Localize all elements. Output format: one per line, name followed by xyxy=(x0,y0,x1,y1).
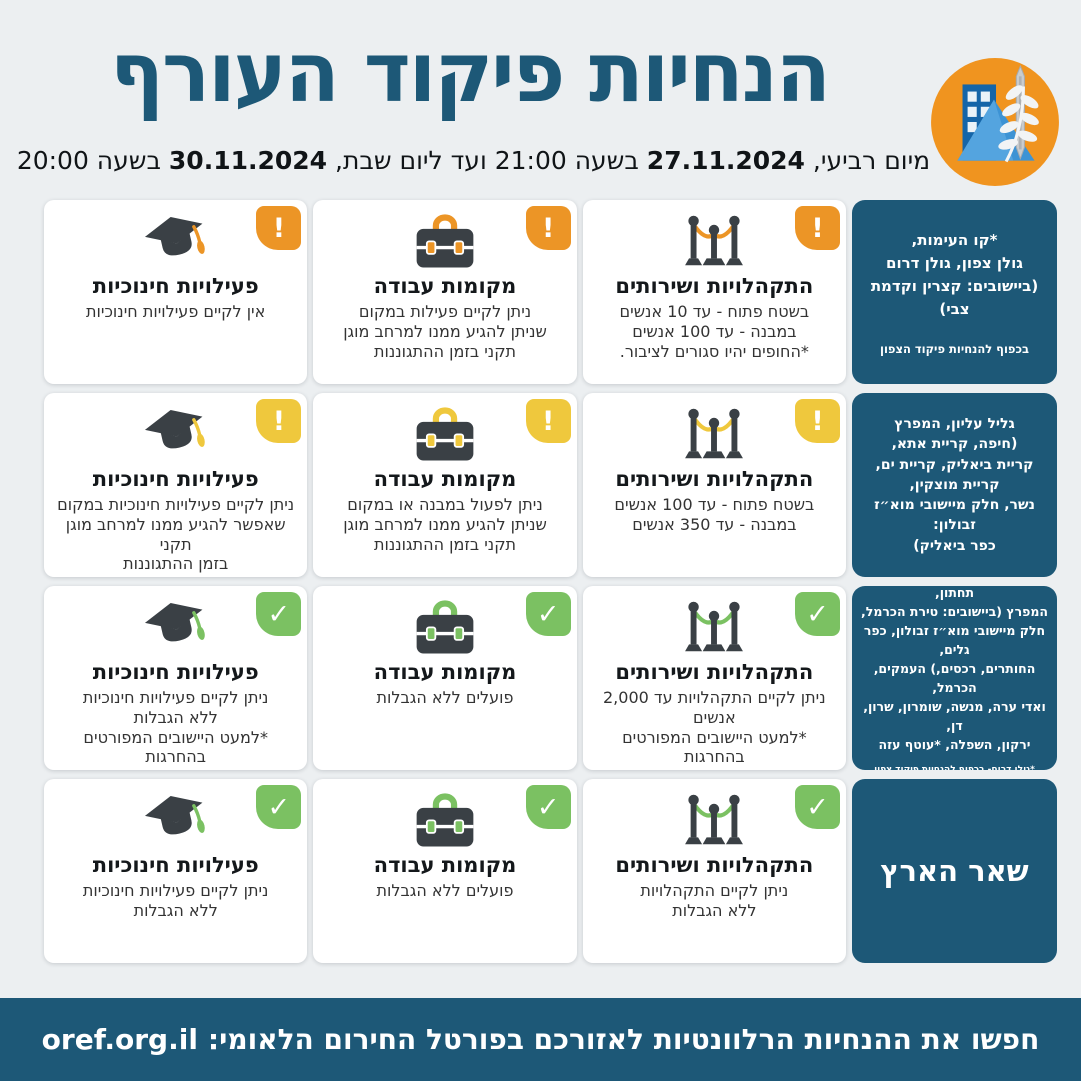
graduation-cap-icon xyxy=(137,406,215,465)
card-title: מקומות עבודה xyxy=(373,660,517,684)
row-confrontation-line: *קו העימות, גולן צפון, גולן דרום (ביישוב… xyxy=(44,200,1057,384)
exclamation-badge: ! xyxy=(795,206,840,250)
card-gatherings: ! התקהלויות ושירותים בשטח פתוח - עד 100 … xyxy=(582,393,846,577)
region-title: *קו העימות, גולן צפון, גולן דרום (ביישוב… xyxy=(870,230,1039,319)
card-work: ✓ מקומות עבודה פועלים ללא הגבלות xyxy=(313,586,577,770)
briefcase-icon xyxy=(406,792,484,851)
briefcase-icon xyxy=(406,406,484,465)
card-body: ניתן לקיים פעילויות חינוכיות ללא הגבלות xyxy=(82,881,269,920)
row-upper-galilee: גליל עליון, המפרץ (חיפה, קריית אתא, קריי… xyxy=(44,393,1057,577)
start-date: 27.11.2024 xyxy=(646,146,805,175)
card-body: בשטח פתוח - עד 100 אנשים במבנה - עד 350 … xyxy=(614,495,815,534)
check-badge: ✓ xyxy=(525,592,571,636)
graduation-cap-icon xyxy=(137,213,215,272)
card-gatherings: ! התקהלויות ושירותים בשטח פתוח - עד 10 א… xyxy=(582,200,846,384)
card-body: ניתן לקיים פעילות במקום שניתן להגיע ממנו… xyxy=(343,302,547,361)
card-body: ניתן לפעול במבנה או במקום שניתן להגיע ממ… xyxy=(343,495,547,554)
card-title: התקהלויות ושירותים xyxy=(615,660,814,684)
exclamation-badge: ! xyxy=(795,399,840,443)
card-body: פועלים ללא הגבלות xyxy=(376,881,514,900)
card-body: ניתן לקיים התקהלויות עד 2,000 אנשים *למע… xyxy=(603,688,826,767)
region-footnote: *גולן דרום- בכפוף להנחיות פיקוד צפון *עו… xyxy=(874,764,1035,770)
date-range: מיום רביעי, 27.11.2024 בשעה 21:00 ועד לי… xyxy=(16,146,931,175)
subtitle-prefix: מיום רביעי, xyxy=(804,146,931,175)
briefcase-icon xyxy=(406,213,484,272)
card-title: פעילויות חינוכיות xyxy=(92,274,259,298)
card-education: ! פעילויות חינוכיות אין לקיים פעילויות ח… xyxy=(44,200,308,384)
card-work: ! מקומות עבודה ניתן לקיים פעילות במקום ש… xyxy=(313,200,577,384)
card-body: בשטח פתוח - עד 10 אנשים במבנה - עד 100 א… xyxy=(619,302,810,361)
card-title: מקומות עבודה xyxy=(373,853,517,877)
header: הנחיות פיקוד העורף מיום רביעי, 27.11.202… xyxy=(0,0,1081,200)
end-date: 30.11.2024 xyxy=(168,146,328,175)
queue-barrier-icon xyxy=(675,213,753,272)
card-education: ! פעילויות חינוכיות ניתן לקיים פעילויות … xyxy=(44,393,308,577)
exclamation-badge: ! xyxy=(525,399,571,443)
guidelines-grid: *קו העימות, גולן צפון, גולן דרום (ביישוב… xyxy=(0,200,1081,963)
graduation-cap-icon xyxy=(137,599,215,658)
queue-barrier-icon xyxy=(675,792,753,851)
region-title: גליל עליון, המפרץ (חיפה, קריית אתא, קריי… xyxy=(874,415,1035,554)
footer-text: חפשו את ההנחיות הרלוונטיות לאזורכם בפורט… xyxy=(207,1023,1040,1056)
check-badge: ✓ xyxy=(795,592,840,636)
check-badge: ✓ xyxy=(256,592,302,636)
queue-barrier-icon xyxy=(675,599,753,658)
exclamation-badge: ! xyxy=(256,206,302,250)
queue-barrier-icon xyxy=(675,406,753,465)
briefcase-icon xyxy=(406,599,484,658)
card-gatherings: ✓ התקהלויות ושירותים ניתן לקיים התקהלויו… xyxy=(582,779,846,963)
card-title: התקהלויות ושירותים xyxy=(615,853,814,877)
card-education: ✓ פעילויות חינוכיות ניתן לקיים פעילויות … xyxy=(44,779,308,963)
card-work: ! מקומות עבודה ניתן לפעול במבנה או במקום… xyxy=(313,393,577,577)
card-education: ✓ פעילויות חינוכיות ניתן לקיים פעילויות … xyxy=(44,586,308,770)
card-title: פעילויות חינוכיות xyxy=(92,853,259,877)
exclamation-badge: ! xyxy=(256,399,302,443)
region-label: *קו העימות, גולן צפון, גולן דרום (ביישוב… xyxy=(852,200,1057,384)
check-badge: ✓ xyxy=(795,785,840,829)
card-body: ניתן לקיים התקהלויות ללא הגבלות xyxy=(640,881,789,920)
oref-url[interactable]: oref.org.il xyxy=(41,1023,198,1056)
card-title: מקומות עבודה xyxy=(373,274,517,298)
footer-banner: חפשו את ההנחיות הרלוונטיות לאזורכם בפורט… xyxy=(0,998,1081,1081)
home-front-command-logo xyxy=(931,58,1059,186)
region-label: שאר הארץ xyxy=(852,779,1057,963)
card-body: אין לקיים פעילויות חינוכיות xyxy=(86,302,266,321)
card-body: ניתן לקיים פעילויות חינוכיות במקום שאפשר… xyxy=(57,495,295,577)
subtitle-mid: בשעה 21:00 ועד ליום שבת, xyxy=(327,146,647,175)
row-south-golan-center: *גולן דרום, מרכז הגליל, גליל תחתון, המפר… xyxy=(44,586,1057,770)
card-title: פעילויות חינוכיות xyxy=(92,660,259,684)
card-body: ניתן לקיים פעילויות חינוכיות ללא הגבלות … xyxy=(82,688,269,767)
graduation-cap-icon xyxy=(137,792,215,851)
region-title: *גולן דרום, מרכז הגליל, גליל תחתון, המפר… xyxy=(861,586,1048,752)
card-gatherings: ✓ התקהלויות ושירותים ניתן לקיים התקהלויו… xyxy=(582,586,846,770)
page-title: הנחיות פיקוד העורף xyxy=(110,24,831,121)
subtitle-suffix: בשעה 20:00 xyxy=(16,146,169,175)
check-badge: ✓ xyxy=(256,785,302,829)
region-footnote: בכפוף להנחיות פיקוד הצפון xyxy=(880,341,1029,356)
card-title: פעילויות חינוכיות xyxy=(92,467,259,491)
card-title: מקומות עבודה xyxy=(373,467,517,491)
region-label: גליל עליון, המפרץ (חיפה, קריית אתא, קריי… xyxy=(852,393,1057,577)
card-work: ✓ מקומות עבודה פועלים ללא הגבלות xyxy=(313,779,577,963)
check-badge: ✓ xyxy=(525,785,571,829)
exclamation-badge: ! xyxy=(525,206,571,250)
row-rest-of-country: שאר הארץ ✓ התקהלויות ושירותים ניתן לקיים… xyxy=(44,779,1057,963)
card-body: פועלים ללא הגבלות xyxy=(376,688,514,707)
card-title: התקהלויות ושירותים xyxy=(615,467,814,491)
card-title: התקהלויות ושירותים xyxy=(615,274,814,298)
region-title: שאר הארץ xyxy=(880,853,1029,888)
region-label: *גולן דרום, מרכז הגליל, גליל תחתון, המפר… xyxy=(852,586,1057,770)
